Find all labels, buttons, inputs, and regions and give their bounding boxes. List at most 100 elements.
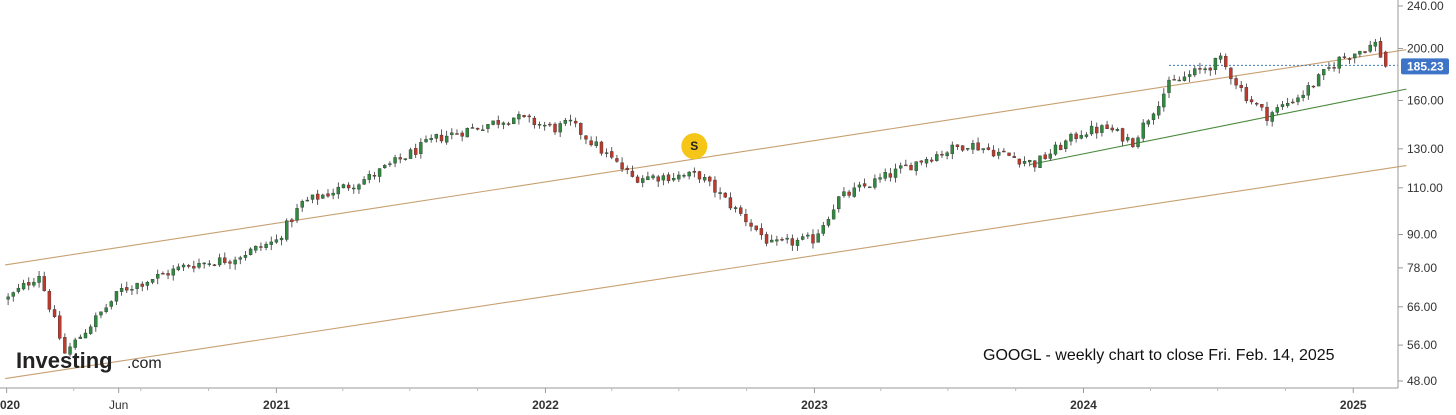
candle-up	[1115, 129, 1120, 131]
candle-up	[1141, 122, 1145, 139]
candle-down	[186, 265, 191, 267]
candle-up	[156, 274, 160, 279]
candle-down	[1198, 68, 1202, 70]
candle-up	[233, 259, 237, 265]
candle-up	[981, 148, 985, 151]
candle-up	[1368, 44, 1372, 52]
candle-down	[1291, 101, 1295, 104]
candle-up	[878, 177, 882, 180]
logo-text: Investing	[16, 348, 113, 373]
candle-up	[1322, 69, 1326, 76]
candle-up	[1316, 74, 1321, 87]
candle-up	[1301, 94, 1305, 98]
candle-down	[414, 148, 418, 155]
candle-up	[826, 219, 831, 226]
candle-up	[651, 175, 655, 179]
candle-up	[682, 175, 686, 177]
candle-up	[171, 268, 175, 276]
marker-label: S	[690, 139, 698, 153]
candle-down	[630, 170, 635, 177]
candle-up	[6, 296, 10, 300]
candle-down	[346, 184, 351, 189]
candle-up	[310, 194, 315, 200]
channel-upper-line	[5, 49, 1407, 266]
candle-down	[708, 176, 712, 182]
candle-up	[935, 154, 939, 161]
candle-down	[599, 141, 604, 154]
x-tick-label: 2023	[801, 398, 828, 412]
candle-up	[419, 142, 423, 154]
candle-down	[27, 282, 31, 286]
candle-up	[517, 114, 521, 120]
candle-up	[491, 120, 495, 125]
candle-down	[326, 193, 330, 197]
candle-down	[1172, 79, 1176, 81]
candle-down	[455, 133, 459, 135]
candle-down	[47, 291, 52, 310]
trend-lines-layer	[5, 49, 1407, 380]
candle-up	[852, 187, 856, 197]
candle-down	[460, 132, 464, 137]
candle-up	[1079, 135, 1083, 139]
candle-up	[945, 152, 949, 157]
candle-down	[1095, 126, 1099, 134]
candle-up	[73, 339, 77, 348]
candle-up	[202, 262, 206, 265]
candle-up	[971, 143, 975, 150]
candle-up	[135, 283, 139, 289]
candle-up	[336, 186, 341, 195]
candle-down	[192, 266, 196, 269]
candle-up	[914, 161, 918, 171]
candle-down	[1332, 67, 1336, 69]
candle-up	[94, 315, 98, 328]
candle-down	[692, 170, 697, 173]
candle-down	[929, 159, 934, 162]
x-tick-label: Jun	[109, 398, 128, 412]
candle-up	[383, 165, 387, 168]
candle-up	[1373, 41, 1378, 47]
candle-down	[1229, 67, 1233, 80]
candle-down	[42, 276, 46, 291]
candle-down	[1249, 99, 1254, 103]
candle-up	[646, 176, 650, 181]
candle-up	[1187, 74, 1192, 77]
candle-down	[919, 160, 924, 163]
candle-up	[837, 196, 841, 210]
candle-up	[677, 174, 681, 180]
candle-down	[625, 167, 629, 170]
candle-up	[99, 311, 103, 316]
candle-up	[114, 291, 119, 302]
candle-up	[785, 237, 789, 240]
candle-down	[228, 261, 232, 264]
candle-up	[341, 184, 346, 189]
candle-up	[1064, 140, 1068, 149]
candle-up	[501, 122, 506, 125]
candle-down	[759, 228, 764, 236]
candle-down	[811, 234, 815, 244]
candle-up	[950, 144, 954, 154]
candle-up	[857, 184, 862, 188]
candle-up	[434, 133, 439, 139]
candle-down	[991, 149, 996, 157]
candle-down	[847, 191, 851, 196]
price-badge-bg	[1401, 58, 1449, 75]
candle-up	[104, 307, 108, 312]
candle-up	[733, 207, 738, 209]
candle-up	[537, 123, 542, 126]
candle-down	[909, 165, 913, 171]
candle-down	[780, 238, 784, 241]
candle-down	[960, 145, 965, 151]
investing-logo: Investing .com	[16, 348, 162, 373]
candle-down	[656, 176, 660, 182]
candle-down	[1120, 128, 1125, 142]
candle-down	[1043, 154, 1047, 159]
candle-up	[1275, 107, 1280, 113]
candle-down	[635, 176, 640, 183]
candle-down	[475, 127, 480, 130]
candle-up	[450, 132, 454, 135]
channel-lower-line	[5, 165, 1407, 380]
candle-down	[1254, 102, 1259, 105]
candle-up	[243, 255, 248, 258]
support-line	[1029, 88, 1407, 166]
